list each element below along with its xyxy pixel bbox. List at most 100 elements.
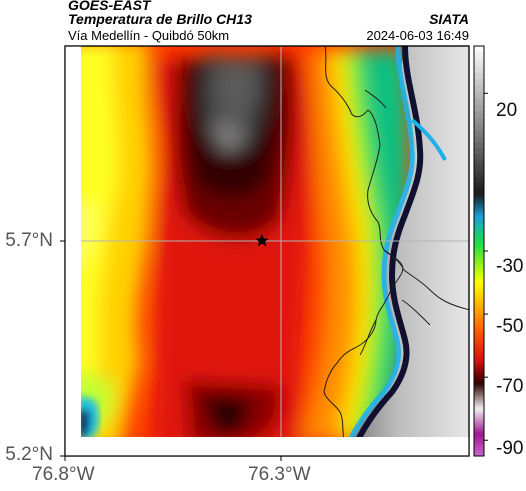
colorbar-segment xyxy=(474,153,484,160)
colorbar-segment xyxy=(474,147,484,155)
colorbar-segment xyxy=(474,237,484,241)
colorbar-segment xyxy=(474,105,484,113)
lon-tick-76-3W: 76.3°W xyxy=(248,464,311,485)
colorbar-segment xyxy=(474,235,484,238)
colorbar-segment xyxy=(474,358,484,362)
colorbar-segment xyxy=(474,329,484,333)
colorbar-segment xyxy=(474,251,484,255)
colorbar-segment xyxy=(474,439,484,442)
colorbar-segment xyxy=(474,46,484,53)
colorbar-segment xyxy=(474,435,484,439)
colorbar-tick-minus70: -70 xyxy=(496,376,524,397)
lat-tick-5-2N: 5.2°N xyxy=(5,444,53,465)
colorbar-segment xyxy=(474,201,484,204)
colorbar-segment xyxy=(474,365,484,368)
colorbar-segment xyxy=(474,393,484,397)
colorbar-segment xyxy=(474,306,484,311)
colorbar-segment xyxy=(474,210,484,214)
colorbar-segment xyxy=(474,340,484,344)
colorbar-segment xyxy=(474,372,484,375)
colorbar-segment xyxy=(474,429,484,433)
colorbar-segment xyxy=(474,404,484,407)
satellite-title: GOES-EAST xyxy=(68,0,151,13)
colorbar-segment xyxy=(474,98,484,106)
colorbar-segment xyxy=(474,263,484,268)
colorbar-segment xyxy=(474,450,484,453)
colorbar-segment xyxy=(474,72,484,80)
colorbar-segment xyxy=(474,223,484,227)
colorbar-segment xyxy=(474,199,484,202)
colorbar-segment xyxy=(474,366,484,370)
colorbar-segment xyxy=(474,325,484,331)
colorbar-segment xyxy=(474,431,484,435)
colorbar-segment xyxy=(474,423,484,426)
colorbar-segment xyxy=(474,332,484,336)
colorbar-segment xyxy=(474,52,484,60)
colorbar-segment xyxy=(474,203,484,206)
colorbar-segment xyxy=(474,247,484,252)
colorbar-segment xyxy=(474,446,484,450)
colorbar-segment xyxy=(474,266,484,271)
colorbar-segment xyxy=(474,370,484,373)
colorbar-segment xyxy=(474,381,484,384)
colorbar-segment xyxy=(474,254,484,258)
colorbar-segment xyxy=(474,269,484,274)
colorbar-segment xyxy=(474,433,484,437)
colorbar-segment xyxy=(474,452,484,455)
lat-tick-5-7N: 5.7°N xyxy=(5,230,53,251)
colorbar-segment xyxy=(474,389,484,393)
colorbar-segment xyxy=(474,412,484,416)
colorbar-segment xyxy=(474,65,484,73)
colorbar-segment xyxy=(474,385,484,389)
colorbar-segment xyxy=(474,342,484,347)
colorbar-segment xyxy=(474,368,484,371)
colorbar-segment xyxy=(474,208,484,212)
colorbar-segment xyxy=(474,85,484,93)
colorbar-segment xyxy=(474,337,484,341)
colorbar-segment xyxy=(474,391,484,395)
colorbar-segment xyxy=(474,221,484,224)
colorbar-segment xyxy=(474,298,484,303)
colorbar-tick-minus50: -50 xyxy=(496,316,524,337)
colorbar-segment xyxy=(474,318,484,323)
colorbar-segment xyxy=(474,130,484,137)
colorbar-segment xyxy=(474,225,484,229)
colorbar-segment xyxy=(474,400,484,403)
colorbar-segment xyxy=(474,197,484,201)
colorbar-segment xyxy=(474,257,484,261)
colorbar-segment xyxy=(474,111,484,119)
colorbar-segment xyxy=(474,427,484,431)
colorbar-segment xyxy=(474,402,484,405)
colorbar-segment xyxy=(474,182,484,189)
star-icon xyxy=(255,234,269,247)
coastline xyxy=(323,46,469,437)
colorbar-segment xyxy=(474,59,484,67)
colorbar-segment xyxy=(474,406,484,410)
map-area xyxy=(81,46,469,437)
colorbar-segment xyxy=(474,218,484,222)
colorbar-segment xyxy=(474,335,484,339)
colorbar-segment xyxy=(474,194,484,197)
colorbar-segment xyxy=(474,425,484,429)
cloud-field xyxy=(81,46,411,437)
colorbar-segment xyxy=(474,321,484,327)
datetime-label: 2024-06-03 16:49 xyxy=(366,28,469,43)
colorbar-segment xyxy=(474,207,484,210)
colorbar-segment xyxy=(474,214,484,217)
colorbar-segment xyxy=(474,417,484,420)
colorbar-segment xyxy=(474,383,484,386)
colorbar-segment xyxy=(474,353,484,357)
colorbar-segment xyxy=(474,356,484,360)
colorbar-segment xyxy=(474,410,484,414)
colorbar-segment xyxy=(474,310,484,315)
colorbar-segment xyxy=(474,260,484,265)
colorbar-segment xyxy=(474,290,484,295)
colorbar-segment xyxy=(474,282,484,287)
southwest-cold-patch xyxy=(81,395,100,437)
colorbar-segment xyxy=(474,118,484,126)
colorbar-segment xyxy=(474,398,484,401)
colorbar-segment xyxy=(474,396,484,399)
colorbar-segment xyxy=(474,421,484,424)
colorbar-segment xyxy=(474,350,484,354)
